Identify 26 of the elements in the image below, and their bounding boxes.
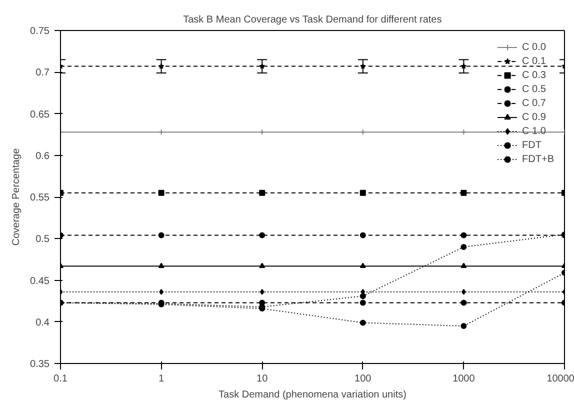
y-tick-label: 0.65 (30, 109, 50, 120)
x-axis-title: Task Demand (phenomena variation units) (218, 390, 406, 400)
y-axis-title: Coverage Percentage (11, 148, 22, 246)
x-tick-label: 100 (354, 374, 372, 384)
y-tick-label: 0.75 (30, 26, 50, 37)
x-tick-label: 10000 (546, 374, 574, 384)
legend-label: FDT (522, 138, 542, 152)
y-tick-label: 0.45 (30, 276, 50, 287)
y-tick-label: 0.55 (30, 192, 50, 204)
y-tick-label: 0.7 (36, 68, 50, 79)
legend-label: C 0.9 (522, 110, 546, 124)
legend-label: C 0.0 (522, 40, 546, 54)
legend-label: C 0.3 (522, 68, 546, 82)
legend-label: C 0.1 (522, 54, 546, 68)
y-tick-label: 0.5 (36, 234, 50, 246)
y-tick-label: 0.6 (36, 150, 50, 162)
x-tick-label: 0.1 (54, 374, 68, 384)
legend-label: FDT+B (522, 152, 554, 166)
chart-title: Task B Mean Coverage vs Task Demand for different rates (183, 14, 442, 26)
x-tick-label: 1000 (452, 374, 476, 384)
x-tick-label: 10 (256, 374, 268, 384)
y-tick-label: 0.4 (36, 317, 50, 328)
legend-label: C 0.5 (522, 82, 546, 96)
y-tick-label: 0.35 (30, 359, 50, 370)
legend-label: C 0.7 (522, 96, 546, 110)
x-tick-label: 1 (158, 374, 165, 384)
